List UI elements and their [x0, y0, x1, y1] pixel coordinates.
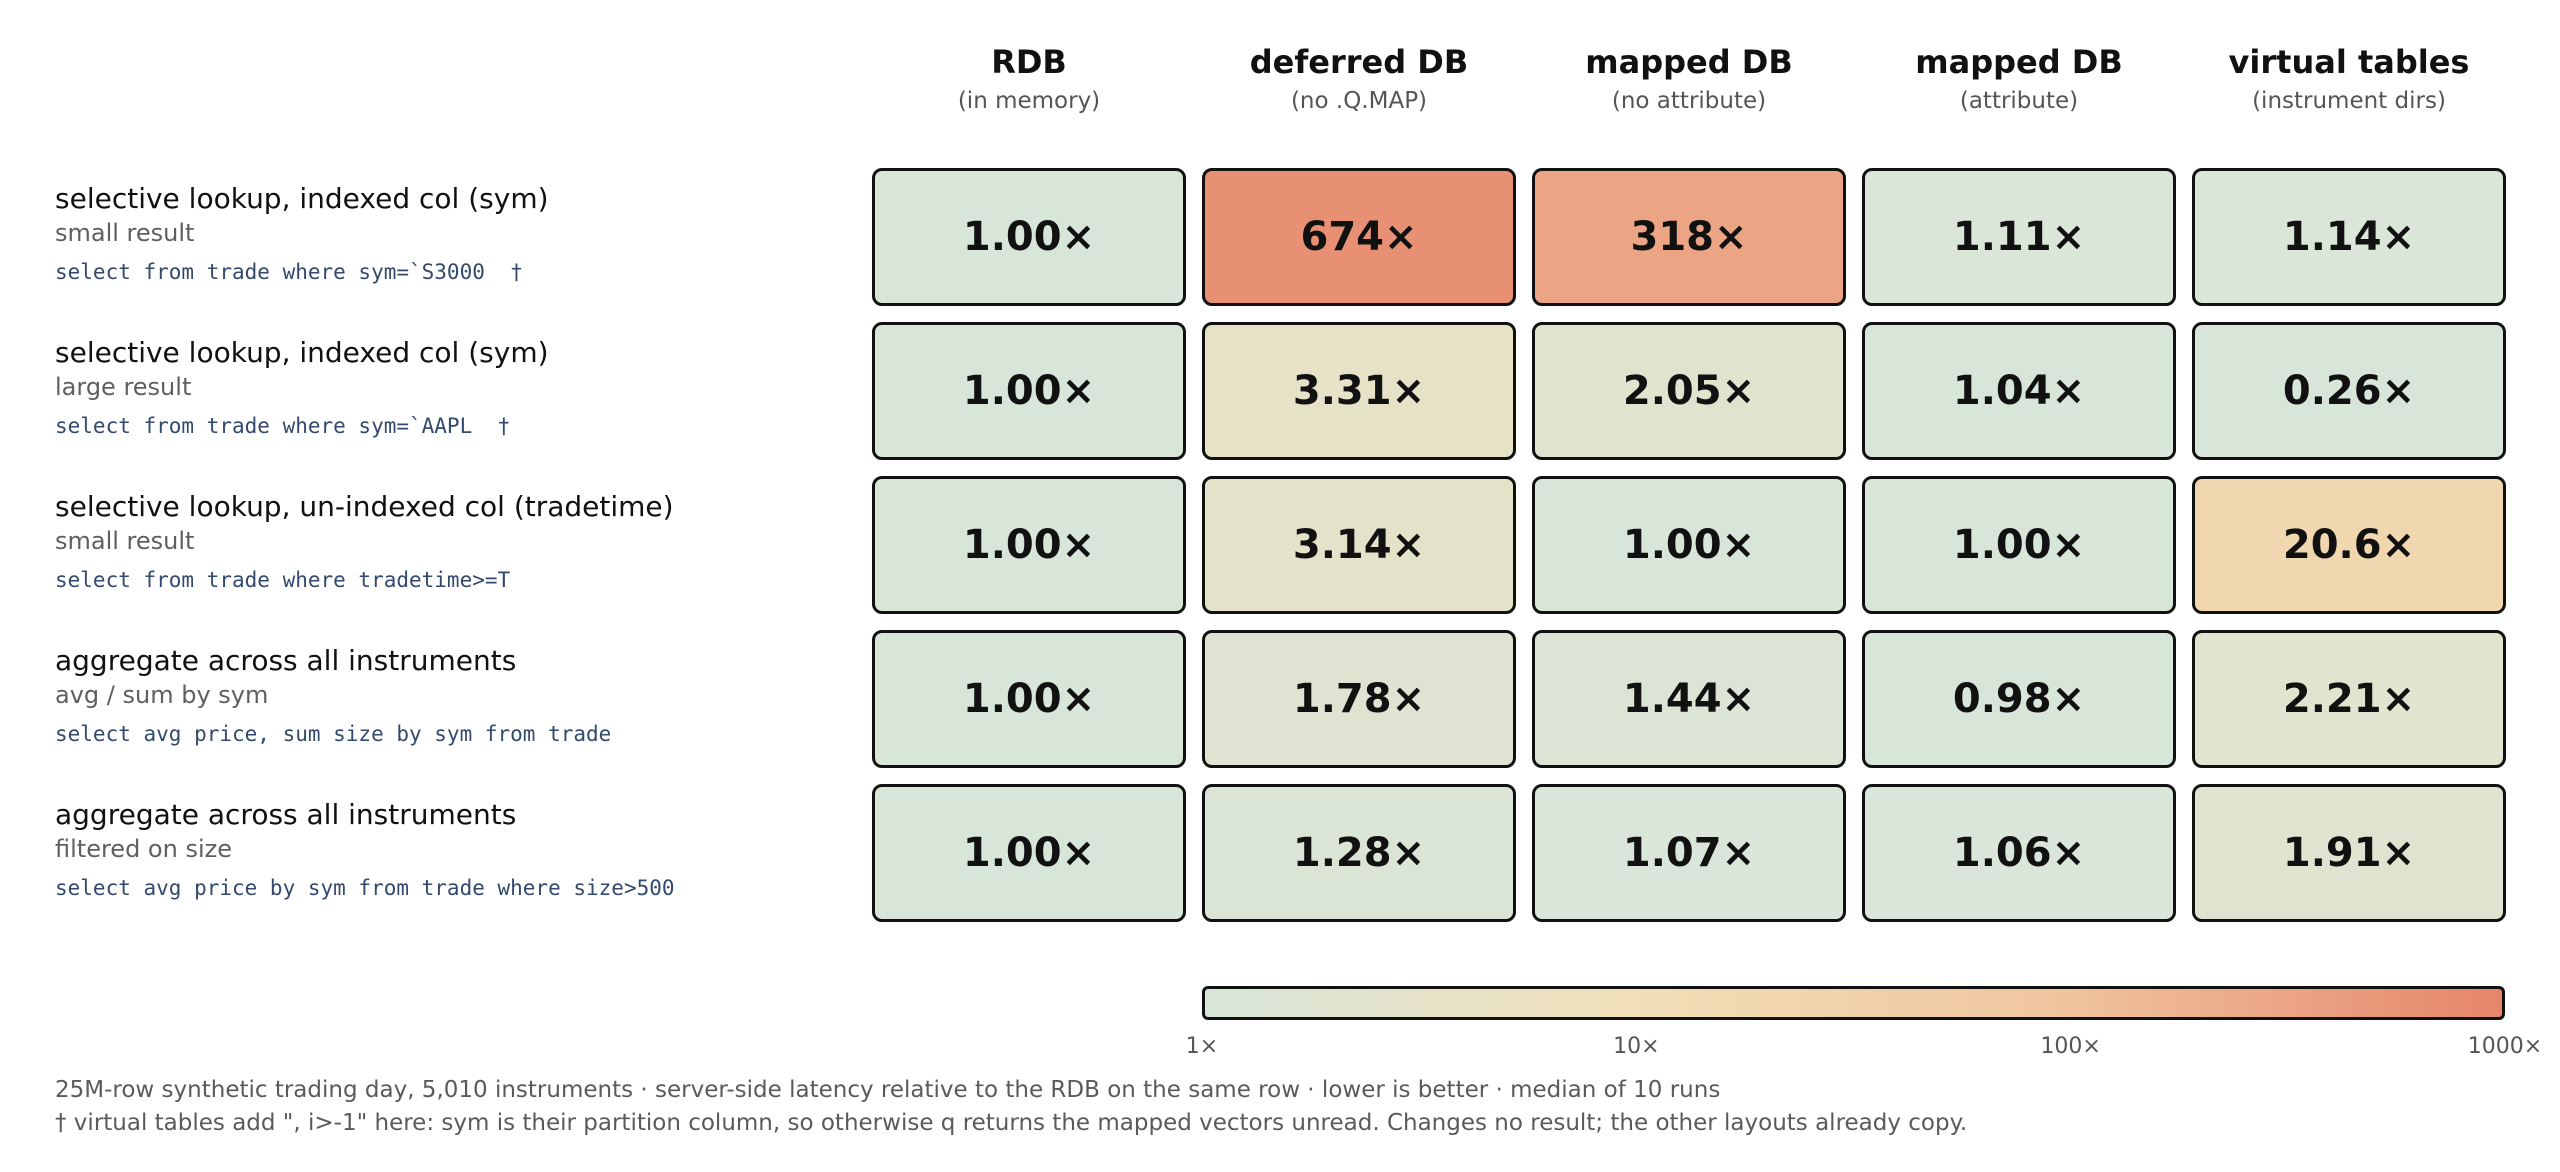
heatmap-cell: 2.21× — [2192, 630, 2506, 768]
row-title: selective lookup, indexed col (sym) — [55, 336, 549, 369]
heatmap-cell: 1.00× — [872, 168, 1186, 306]
row-title: selective lookup, indexed col (sym) — [55, 182, 549, 215]
column-subtitle: (no .Q.MAP) — [1290, 88, 1428, 114]
row-query-code: select from trade where tradetime>=T — [55, 568, 511, 592]
column-subtitle: (attribute) — [1959, 88, 2079, 114]
row-title: aggregate across all instruments — [55, 644, 517, 677]
cell-value-label: 2.21× — [2282, 676, 2416, 722]
heatmap-cell: 1.07× — [1532, 784, 1846, 922]
heatmap-cell: 1.00× — [1862, 476, 2176, 614]
colorbar-tick-label: 10× — [1613, 1034, 1660, 1059]
heatmap-cell: 0.26× — [2192, 322, 2506, 460]
column-subtitle: (in memory) — [957, 88, 1101, 114]
cell-value-label: 0.98× — [1952, 676, 2086, 722]
heatmap-cell: 674× — [1202, 168, 1516, 306]
cell-value-label: 3.31× — [1292, 368, 1426, 414]
row-label: aggregate across all instruments filtered… — [55, 798, 855, 902]
colorbar-tick-label: 1000× — [2467, 1034, 2543, 1059]
cell-value-label: 1.00× — [962, 522, 1096, 568]
cell-value-label: 1.91× — [2282, 830, 2416, 876]
heatmap-cell: 318× — [1532, 168, 1846, 306]
column-header: mapped DB (no attribute) — [1532, 42, 1846, 116]
cell-value-label: 1.14× — [2282, 214, 2416, 260]
row-label: selective lookup, un-indexed col (tradet… — [55, 490, 855, 594]
colorbar — [1202, 986, 2505, 1020]
cell-value-label: 674× — [1300, 214, 1418, 260]
row-label: selective lookup, indexed col (sym) large… — [55, 336, 855, 440]
heatmap-cell: 1.14× — [2192, 168, 2506, 306]
row-subtitle: filtered on size — [55, 835, 232, 863]
heatmap-cell: 1.00× — [872, 784, 1186, 922]
row-title: aggregate across all instruments — [55, 798, 517, 831]
heatmap-cell: 20.6× — [2192, 476, 2506, 614]
footnote-dagger: † virtual tables add ", i>-1" here: sym … — [55, 1110, 1968, 1136]
heatmap-cell: 1.00× — [872, 476, 1186, 614]
column-subtitle: (no attribute) — [1611, 88, 1767, 114]
column-title: mapped DB — [1915, 43, 2123, 81]
column-header: virtual tables (instrument dirs) — [2192, 42, 2506, 116]
column-header: deferred DB (no .Q.MAP) — [1202, 42, 1516, 116]
column-header: mapped DB (attribute) — [1862, 42, 2176, 116]
column-title: deferred DB — [1249, 43, 1469, 81]
cell-value-label: 1.78× — [1292, 676, 1426, 722]
heatmap-cell: 3.31× — [1202, 322, 1516, 460]
heatmap-cell: 1.78× — [1202, 630, 1516, 768]
heatmap-cell: 1.11× — [1862, 168, 2176, 306]
heatmap-cell: 1.28× — [1202, 784, 1516, 922]
row-label: selective lookup, indexed col (sym) small… — [55, 182, 855, 286]
cell-value-label: 1.04× — [1952, 368, 2086, 414]
cell-value-label: 1.07× — [1622, 830, 1756, 876]
heatmap-cell: 1.91× — [2192, 784, 2506, 922]
heatmap-cell: 1.00× — [872, 322, 1186, 460]
column-title: virtual tables — [2228, 43, 2470, 81]
footnote-method: 25M-row synthetic trading day, 5,010 ins… — [55, 1077, 1721, 1103]
cell-value-label: 1.00× — [1622, 522, 1756, 568]
cell-value-label: 1.28× — [1292, 830, 1426, 876]
row-subtitle: small result — [55, 219, 195, 247]
heatmap-cell: 1.44× — [1532, 630, 1846, 768]
cell-value-label: 1.11× — [1952, 214, 2086, 260]
column-header: RDB (in memory) — [872, 42, 1186, 116]
heatmap-cell: 3.14× — [1202, 476, 1516, 614]
cell-value-label: 1.00× — [1952, 522, 2086, 568]
heatmap-cell: 1.06× — [1862, 784, 2176, 922]
column-title: RDB — [991, 43, 1067, 81]
row-query-code: select avg price, sum size by sym from t… — [55, 722, 612, 746]
cell-value-label: 2.05× — [1622, 368, 1756, 414]
row-query-code: select from trade where sym=`AAPL † — [55, 414, 511, 438]
heatmap-cell: 2.05× — [1532, 322, 1846, 460]
colorbar-tick-label: 1× — [1185, 1034, 1219, 1059]
row-query-code: select from trade where sym=`S3000 † — [55, 260, 523, 284]
colorbar-tick-label: 100× — [2040, 1034, 2101, 1059]
cell-value-label: 1.06× — [1952, 830, 2086, 876]
heatmap-cell: 0.98× — [1862, 630, 2176, 768]
cell-value-label: 1.44× — [1622, 676, 1756, 722]
cell-value-label: 3.14× — [1292, 522, 1426, 568]
heatmap-cell: 1.00× — [872, 630, 1186, 768]
row-label: aggregate across all instruments avg / su… — [55, 644, 855, 748]
row-title: selective lookup, un-indexed col (tradet… — [55, 490, 674, 523]
heatmap-cell: 1.00× — [1532, 476, 1846, 614]
row-subtitle: large result — [55, 373, 192, 401]
cell-value-label: 20.6× — [2282, 522, 2416, 568]
row-subtitle: avg / sum by sym — [55, 681, 269, 709]
row-subtitle: small result — [55, 527, 195, 555]
column-title: mapped DB — [1585, 43, 1793, 81]
cell-value-label: 0.26× — [2282, 368, 2416, 414]
cell-value-label: 1.00× — [962, 214, 1096, 260]
heatmap-cell: 1.04× — [1862, 322, 2176, 460]
cell-value-label: 1.00× — [962, 368, 1096, 414]
cell-value-label: 318× — [1630, 214, 1748, 260]
row-query-code: select avg price by sym from trade where… — [55, 876, 675, 900]
cell-value-label: 1.00× — [962, 830, 1096, 876]
column-subtitle: (instrument dirs) — [2252, 88, 2446, 114]
cell-value-label: 1.00× — [962, 676, 1096, 722]
